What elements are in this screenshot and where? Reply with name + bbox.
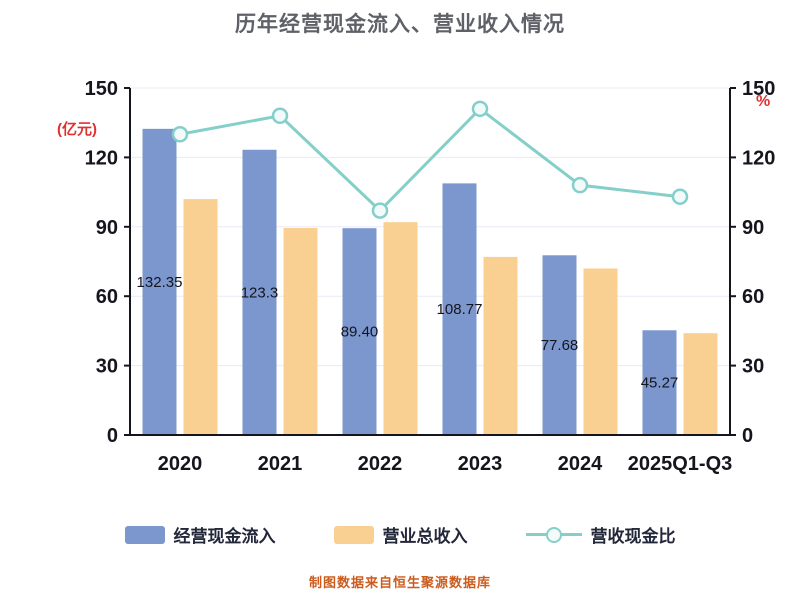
y-tick-label-right: 0 <box>742 425 753 447</box>
x-axis-label: 2024 <box>558 453 603 475</box>
bar-cash-inflow <box>342 228 377 435</box>
x-axis-label: 2025Q1-Q3 <box>628 453 733 475</box>
ratio-line-marker-icon <box>171 126 189 143</box>
bar-revenue <box>283 227 318 435</box>
bar-revenue <box>383 222 418 435</box>
ratio-line-marker-icon <box>471 100 489 118</box>
bar-revenue <box>183 199 218 435</box>
y-tick-label-left: 30 <box>96 356 118 378</box>
bar-cash-inflow <box>542 255 577 435</box>
y-tick-label-right: 120 <box>742 147 775 169</box>
y-tick-label-left: 150 <box>85 78 118 100</box>
right-axis-unit-label: % <box>756 93 770 110</box>
y-tick-label-left: 0 <box>107 425 118 447</box>
legend-swatch-cash-inflow <box>124 525 165 544</box>
bar-value-label: 108.77 <box>437 301 483 318</box>
bar-cash-inflow <box>142 128 177 436</box>
chart-title: 历年经营现金流入、营业收入情况 <box>235 13 565 36</box>
y-tick-label-right: 30 <box>742 356 764 378</box>
y-tick-label-right: 150 <box>742 78 775 100</box>
ratio-line-marker-icon <box>371 202 389 219</box>
bar-value-label: 77.68 <box>541 337 579 354</box>
ratio-line-marker-icon <box>271 107 289 125</box>
y-tick-label-left: 60 <box>96 286 118 308</box>
legend-swatch-revenue <box>333 525 374 544</box>
legend-line-marker-icon <box>525 526 582 543</box>
combo-chart: 132.35 2020 123.3 2021 89.40 2022 108.77 2023 77… <box>57 78 775 475</box>
data-source-note: 制图数据来自恒生聚源数据库 <box>308 575 491 590</box>
bar-value-label: 123.3 <box>241 284 279 301</box>
x-axis-label: 2022 <box>358 453 403 475</box>
y-tick-label-left: 120 <box>85 147 118 169</box>
bar-cash-inflow <box>242 149 277 436</box>
y-tick-label-right: 60 <box>742 286 764 308</box>
x-axis-label: 2020 <box>158 453 203 475</box>
legend-item-cash-inflow[interactable]: 经营现金流入 <box>124 522 276 547</box>
y-tick-label-left: 90 <box>96 217 118 239</box>
legend: 经营现金流入 营业总收入 营收现金比 <box>0 522 800 547</box>
ratio-line-marker-icon <box>571 176 589 194</box>
x-axis-label: 2023 <box>458 453 503 475</box>
bar-value-label: 89.40 <box>341 324 379 341</box>
x-axis-label: 2021 <box>258 453 303 475</box>
legend-item-ratio[interactable]: 营收现金比 <box>525 522 676 547</box>
bar-cash-inflow <box>442 183 477 435</box>
y-tick-label-right: 90 <box>742 217 764 239</box>
ratio-line <box>179 106 681 213</box>
legend-label-ratio: 营收现金比 <box>590 527 676 546</box>
bar-cash-inflow <box>642 330 677 435</box>
legend-label-cash-inflow: 经营现金流入 <box>173 527 276 546</box>
left-axis-unit-label: (亿元) <box>57 120 97 138</box>
legend-item-revenue[interactable]: 营业总收入 <box>333 522 468 547</box>
bar-value-label: 45.27 <box>641 375 679 392</box>
bar-value-label: 132.35 <box>137 274 183 291</box>
bar-revenue <box>483 256 518 435</box>
legend-label-revenue: 营业总收入 <box>382 527 468 546</box>
bar-revenue <box>683 333 718 435</box>
bar-revenue <box>583 268 618 435</box>
ratio-line-marker-icon <box>671 188 689 205</box>
